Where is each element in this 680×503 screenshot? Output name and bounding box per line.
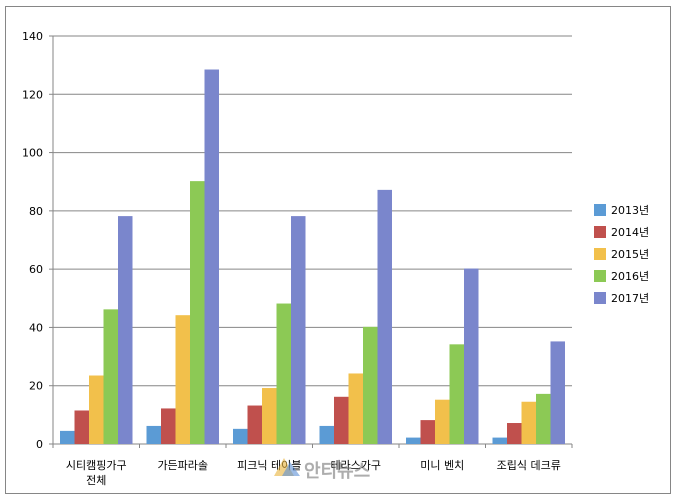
category-label: 가든파라솔: [157, 459, 208, 472]
legend-label: 2017년: [611, 292, 649, 305]
bar: [363, 326, 378, 444]
bar: [464, 268, 479, 444]
bar: [118, 216, 133, 444]
legend-label: 2013년: [611, 204, 649, 217]
bar: [60, 430, 75, 444]
y-tick-label: 60: [29, 263, 43, 276]
bar: [291, 216, 306, 444]
bar: [161, 408, 176, 444]
bar: [276, 303, 291, 444]
bar: [550, 341, 565, 444]
bar: [204, 69, 219, 444]
category-label: 조립식 데크류: [497, 459, 561, 472]
legend-label: 2016년: [611, 270, 649, 283]
y-tick-label: 120: [22, 88, 43, 101]
watermark: 안티뉴스: [274, 458, 370, 482]
bar: [420, 420, 435, 444]
bar: [377, 189, 392, 444]
bar: [492, 437, 507, 444]
bar: [521, 401, 536, 444]
y-tick-label: 80: [29, 205, 43, 218]
legend-swatch: [594, 270, 606, 282]
y-axis-tick-labels: 0 20 40 60 80 100 120 140: [22, 30, 43, 451]
y-tick-label: 140: [22, 30, 43, 43]
bar: [262, 388, 277, 444]
legend-swatch: [594, 292, 606, 304]
bar: [406, 437, 421, 444]
legend: 2013년 2014년 2015년 2016년 2017년: [594, 204, 649, 305]
category-label: 테라스가구: [330, 459, 381, 472]
legend-swatch: [594, 204, 606, 216]
legend-swatch: [594, 248, 606, 260]
bar: [190, 181, 205, 445]
gridlines: [53, 35, 572, 445]
bar: [334, 396, 349, 444]
category-label: 전체: [86, 474, 106, 487]
bar: [247, 405, 262, 444]
bar: [89, 375, 104, 444]
bar: [449, 344, 464, 444]
category-label: 미니 벤치: [420, 459, 464, 472]
watermark-text: 안티뉴스: [304, 461, 370, 482]
legend-swatch: [594, 226, 606, 238]
chart-frame: 0 20 40 60 80 100 120 140 시티캠핑가구 전체 가든파라솔 피크닉 테이블 테…: [5, 6, 671, 494]
watermark-logo-icon: [274, 458, 300, 476]
y-tick-label: 20: [29, 380, 43, 393]
bar: [348, 373, 363, 444]
bar: [146, 425, 161, 444]
bar: [103, 309, 118, 444]
y-tick-label: 100: [22, 147, 43, 160]
bars: [60, 69, 565, 445]
legend-label: 2014년: [611, 226, 649, 239]
bar: [507, 423, 522, 444]
category-label: 시티캠핑가구: [66, 459, 127, 472]
bar: [319, 425, 334, 444]
bar: [233, 428, 248, 444]
bar: [74, 410, 89, 444]
bar: [536, 393, 551, 444]
bar: [175, 315, 190, 444]
y-tick-label: 40: [29, 321, 43, 334]
legend-label: 2015년: [611, 248, 649, 261]
y-tick-label: 0: [36, 438, 43, 451]
axes: [49, 35, 573, 448]
bar: [435, 399, 450, 444]
